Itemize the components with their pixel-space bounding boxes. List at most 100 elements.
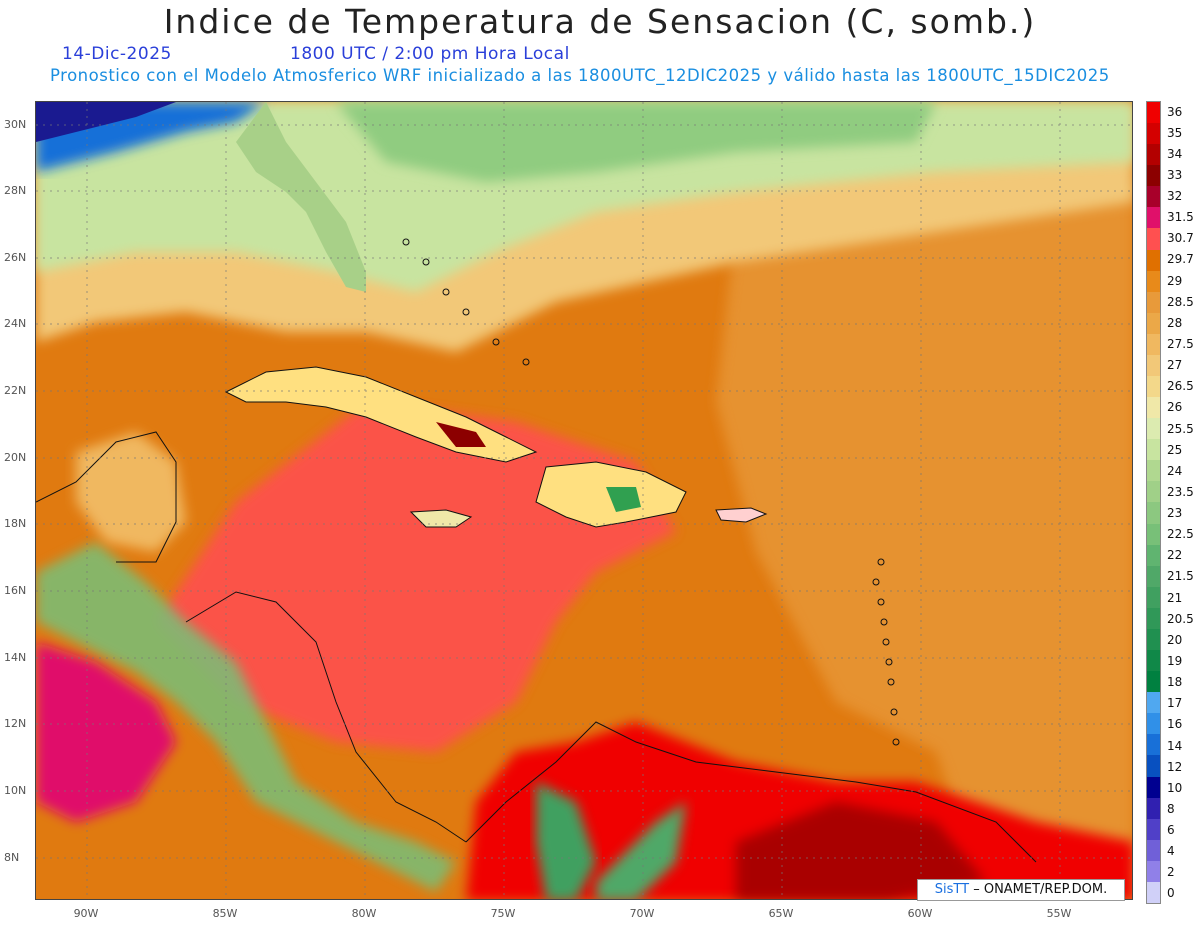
legend-swatch — [1147, 207, 1160, 229]
legend-swatch — [1147, 734, 1160, 756]
bahamas-islands — [402, 238, 530, 366]
legend-swatch — [1147, 776, 1160, 798]
legend-label: 31.5 — [1167, 210, 1194, 225]
florida-landmass — [236, 102, 366, 292]
legend-label: 14 — [1167, 738, 1183, 753]
legend-label: 29 — [1167, 273, 1183, 288]
legend-label: 10 — [1167, 780, 1183, 795]
heat-index-map — [35, 101, 1133, 900]
legend-label: 33 — [1167, 167, 1183, 182]
legend-label: 22 — [1167, 548, 1183, 563]
legend-label: 8 — [1167, 801, 1175, 816]
lat-label-14n: 14N — [4, 651, 27, 664]
legend-swatch — [1147, 502, 1160, 524]
central-america-coastline — [185, 591, 467, 843]
legend-swatch — [1147, 291, 1160, 313]
credit-text: – ONAMET/REP.DOM. — [973, 882, 1108, 897]
yucatan-zone — [76, 432, 186, 552]
lat-label-26n: 26N — [4, 251, 27, 264]
legend-label: 28 — [1167, 315, 1183, 330]
mexico-coastline — [36, 431, 177, 563]
south-america-coastline — [465, 721, 1037, 863]
legend-label: 26 — [1167, 400, 1183, 415]
north-mild-band — [36, 102, 1132, 292]
jamaica-island — [409, 509, 473, 528]
north-cool-band — [336, 102, 936, 182]
legend-swatch — [1147, 460, 1160, 482]
legend-swatch — [1147, 186, 1160, 208]
lon-label-70w: 70W — [629, 907, 655, 920]
lat-label-16n: 16N — [4, 584, 27, 597]
legend-swatch — [1147, 818, 1160, 840]
central-america-mountains — [36, 542, 456, 892]
legend-swatch — [1147, 123, 1160, 145]
hispaniola-highlands — [606, 487, 641, 512]
lon-label-60w: 60W — [907, 907, 933, 920]
legend-swatch — [1147, 713, 1160, 735]
lat-label-22n: 22N — [4, 384, 27, 397]
legend-swatch — [1147, 839, 1160, 861]
legend-swatch — [1147, 650, 1160, 672]
legend-label: 25 — [1167, 442, 1183, 457]
legend-swatch — [1147, 628, 1160, 651]
map-canvas — [36, 102, 1132, 899]
legend-label: 20 — [1167, 632, 1183, 647]
legend-swatch — [1147, 797, 1160, 819]
legend-swatch — [1147, 354, 1160, 377]
legend-swatch — [1147, 249, 1160, 271]
lon-label-75w: 75W — [490, 907, 516, 920]
legend-label: 16 — [1167, 717, 1183, 732]
lat-label-30n: 30N — [4, 118, 27, 131]
legend-label: 25.5 — [1167, 421, 1194, 436]
lon-label-55w: 55W — [1046, 907, 1072, 920]
legend-label: 4 — [1167, 844, 1175, 859]
legend-swatch — [1147, 228, 1160, 250]
legend-label: 22.5 — [1167, 527, 1194, 542]
forecast-date: 14-Dic-2025 — [62, 44, 172, 64]
legend-label: 12 — [1167, 759, 1183, 774]
legend-label: 20.5 — [1167, 611, 1194, 626]
legend-label: 27 — [1167, 358, 1183, 373]
legend-label: 18 — [1167, 675, 1183, 690]
legend-label: 29.7 — [1167, 252, 1194, 267]
legend-label: 24 — [1167, 463, 1183, 478]
legend-label: 28.5 — [1167, 294, 1194, 309]
legend-label: 23 — [1167, 506, 1183, 521]
lat-label-12n: 12N — [4, 717, 27, 730]
legend-label: 17 — [1167, 696, 1183, 711]
legend-swatch — [1147, 270, 1160, 292]
legend-label: 32 — [1167, 189, 1183, 204]
legend-swatch — [1147, 439, 1160, 461]
northwest-coldest-zone — [36, 102, 176, 142]
cuba-east-hot-spot — [436, 422, 486, 447]
legend-label: 6 — [1167, 823, 1175, 838]
legend-label: 36 — [1167, 104, 1183, 119]
puerto-rico-island — [715, 507, 768, 523]
legend-swatch — [1147, 481, 1160, 503]
legend-label: 30.7 — [1167, 231, 1194, 246]
lat-label-10n: 10N — [4, 784, 27, 797]
lat-label-18n: 18N — [4, 517, 27, 530]
legend-swatch — [1147, 333, 1160, 355]
legend-label: 35 — [1167, 125, 1183, 140]
legend-label: 2 — [1167, 865, 1175, 880]
legend-swatch — [1147, 418, 1160, 440]
lesser-antilles — [872, 558, 900, 746]
lat-label-8n: 8N — [4, 851, 20, 864]
legend-swatch — [1147, 565, 1160, 587]
lat-label-24n: 24N — [4, 317, 27, 330]
legend-label: 34 — [1167, 146, 1183, 161]
east-atlantic-zone — [716, 182, 1132, 899]
pacific-hot-zone — [36, 642, 176, 822]
lon-label-90w: 90W — [73, 907, 99, 920]
legend-label: 27.5 — [1167, 337, 1194, 351]
legend-label: 23.5 — [1167, 484, 1194, 499]
legend-swatch — [1147, 312, 1160, 334]
legend-swatch — [1147, 144, 1160, 166]
legend-label: 21 — [1167, 590, 1183, 605]
andes-east-zone — [596, 802, 686, 899]
legend-swatch — [1147, 755, 1160, 777]
legend-label: 26.5 — [1167, 379, 1194, 394]
legend-swatch — [1147, 586, 1160, 608]
legend-swatch — [1147, 523, 1160, 545]
